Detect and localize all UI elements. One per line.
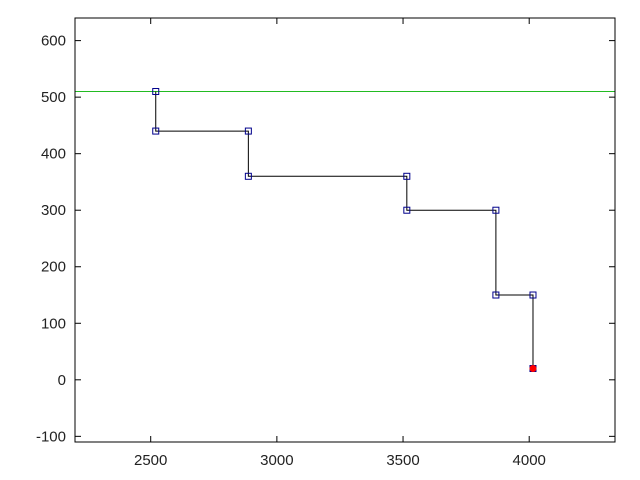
y-tick-label: -100 [36,428,66,445]
y-tick-label: 100 [41,315,66,332]
x-tick-label: 3500 [386,452,419,469]
x-tick-label: 4000 [513,452,546,469]
y-tick-label: 400 [41,146,66,163]
y-tick-label: 200 [41,259,66,276]
data-point-marker [529,291,537,299]
data-point-marker [492,291,500,299]
plot-frame [74,17,616,443]
y-tick-label: 500 [41,89,66,106]
data-point-marker [152,87,160,95]
data-point-marker [244,172,252,180]
data-point-marker [403,172,411,180]
x-tick-label: 3000 [260,452,293,469]
x-tick-label: 2500 [134,452,167,469]
y-tick-label: 0 [58,372,66,389]
y-tick-label: 600 [41,33,66,50]
highlight-point [529,365,537,373]
plot-layer [75,18,615,442]
y-tick-label: 300 [41,202,66,219]
data-point-marker [152,127,160,135]
data-point-marker [492,206,500,214]
data-point-marker [244,127,252,135]
series-line [155,91,534,369]
data-point-marker [403,206,411,214]
